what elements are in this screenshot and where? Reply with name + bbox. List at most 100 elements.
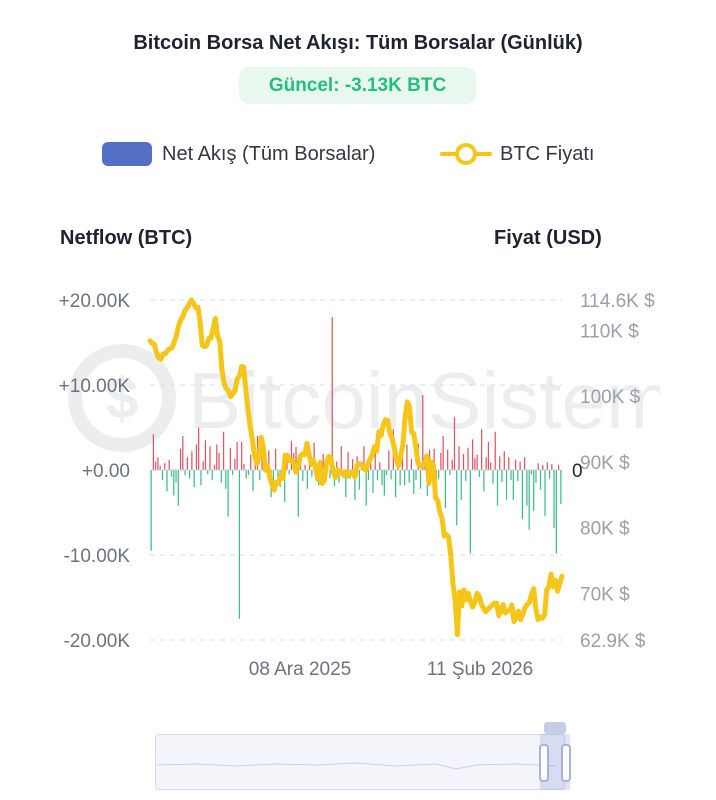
netflow-bar xyxy=(232,470,234,476)
netflow-bar xyxy=(252,470,254,492)
netflow-bar xyxy=(456,470,458,526)
netflow-bar xyxy=(560,470,562,504)
netflow-bar xyxy=(449,470,451,476)
netflow-bar xyxy=(166,470,168,492)
netflow-bar xyxy=(150,470,152,551)
netflow-bar xyxy=(204,440,207,470)
netflow-bar xyxy=(469,470,471,554)
slider-left-handle[interactable] xyxy=(539,744,549,782)
right-tick-label: 114.6K $ xyxy=(580,291,655,312)
netflow-bar xyxy=(182,436,184,470)
netflow-bar xyxy=(555,470,557,554)
netflow-bar xyxy=(501,470,503,482)
netflow-price-chart[interactable]: +20.00K +10.00K +0.00 -10.00K -20.00K 114.6K … xyxy=(0,0,716,720)
netflow-bar xyxy=(544,470,546,516)
netflow-bar xyxy=(290,441,293,470)
netflow-bar xyxy=(331,317,333,470)
netflow-bar xyxy=(524,457,526,470)
netflow-bar xyxy=(195,444,198,470)
netflow-bar xyxy=(505,470,508,500)
netflow-bar xyxy=(220,470,222,483)
netflow-bar xyxy=(193,470,195,487)
netflow-bar xyxy=(476,454,478,470)
slider-move-handle[interactable] xyxy=(544,722,566,734)
netflow-legend-label[interactable]: Net Akış (Tüm Borsalar) xyxy=(162,143,376,165)
netflow-bar xyxy=(474,458,476,470)
netflow-bar xyxy=(168,459,170,470)
netflow-bar xyxy=(207,470,209,475)
netflow-bar xyxy=(236,441,238,470)
netflow-bar xyxy=(519,461,521,470)
netflow-bar xyxy=(268,450,270,470)
netflow-bar xyxy=(517,470,519,482)
netflow-bar xyxy=(481,429,483,470)
netflow-bar xyxy=(404,470,406,486)
netflow-bar xyxy=(483,470,485,492)
netflow-bar xyxy=(444,470,447,509)
netflow-bar xyxy=(399,470,401,486)
netflow-bar xyxy=(451,459,453,470)
netflow-bar xyxy=(275,448,277,470)
netflow-bar xyxy=(494,431,496,470)
netflow-bar xyxy=(209,446,211,470)
netflow-bar xyxy=(238,470,241,619)
netflow-bar xyxy=(419,470,422,489)
netflow-bar xyxy=(499,456,501,470)
netflow-bar xyxy=(336,461,338,470)
netflow-bar xyxy=(471,439,474,470)
netflow-bar xyxy=(467,447,469,470)
right-zero-label: 0 xyxy=(572,461,583,482)
left-tick-label: +10.00K xyxy=(59,376,131,397)
netflow-bar xyxy=(447,449,449,470)
netflow-bar xyxy=(367,470,370,481)
price-legend-label[interactable]: BTC Fiyatı xyxy=(500,143,595,165)
netflow-bar xyxy=(553,470,555,528)
netflow-bar xyxy=(490,462,492,470)
chart-title: Bitcoin Borsa Net Akışı: Tüm Borsalar (G… xyxy=(133,32,583,54)
netflow-bar xyxy=(227,470,229,517)
netflow-bar xyxy=(440,453,442,470)
netflow-bar xyxy=(354,470,356,500)
right-tick-label: 100K $ xyxy=(580,387,641,408)
right-tick-label: 70K $ xyxy=(580,584,630,605)
netflow-legend-swatch[interactable] xyxy=(102,142,152,166)
netflow-bar xyxy=(408,470,410,483)
netflow-bar xyxy=(225,470,227,489)
netflow-bar xyxy=(304,464,306,470)
data-zoom-slider[interactable] xyxy=(155,734,565,790)
netflow-bar xyxy=(542,464,544,470)
netflow-bar xyxy=(381,470,383,486)
netflow-bar xyxy=(508,457,510,470)
netflow-bar xyxy=(216,444,218,470)
netflow-bar xyxy=(222,431,225,470)
netflow-bar xyxy=(376,470,379,481)
netflow-bar xyxy=(487,441,490,470)
netflow-bar xyxy=(496,470,499,506)
netflow-bar xyxy=(390,470,392,480)
netflow-bar xyxy=(372,470,374,493)
netflow-bar xyxy=(557,464,560,470)
netflow-bar xyxy=(173,470,175,496)
legend: Net Akış (Tüm Borsalar) BTC Fiyatı xyxy=(0,140,716,170)
price-legend-swatch[interactable] xyxy=(440,140,492,168)
slider-right-handle[interactable] xyxy=(561,744,571,782)
netflow-bar xyxy=(365,470,367,506)
netflow-bar xyxy=(284,470,286,503)
netflow-bar xyxy=(465,470,467,482)
netflow-bar xyxy=(363,446,365,470)
right-tick-label: 110K $ xyxy=(580,321,639,342)
netflow-bar xyxy=(306,470,308,489)
left-tick-label: -10.00K xyxy=(63,546,130,567)
netflow-bar xyxy=(170,470,173,477)
netflow-bar xyxy=(161,470,164,481)
netflow-bar xyxy=(211,470,213,481)
netflow-bar xyxy=(247,470,250,476)
netflow-bar xyxy=(410,458,413,470)
netflow-bar xyxy=(413,470,415,494)
netflow-bar xyxy=(385,470,388,476)
netflow-bar xyxy=(388,450,390,470)
netflow-bar xyxy=(202,461,204,470)
netflow-bar xyxy=(415,470,417,481)
right-tick-label: 90K $ xyxy=(580,453,630,474)
left-tick-label: +0.00 xyxy=(82,461,130,482)
